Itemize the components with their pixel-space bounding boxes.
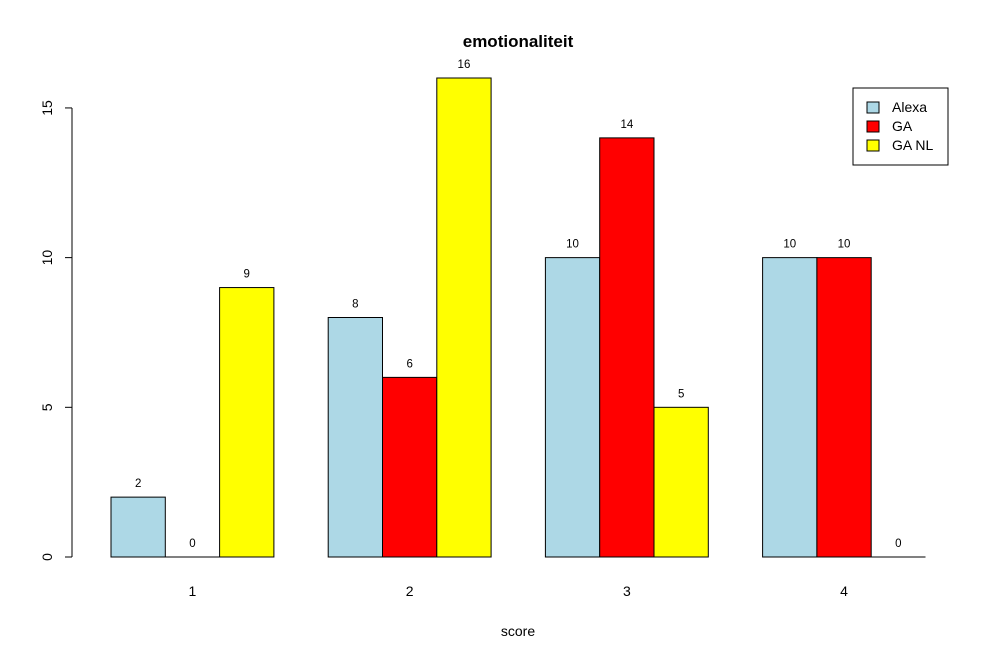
bar-value-label: 8 <box>352 299 358 311</box>
bar-value-label: 10 <box>783 239 796 251</box>
legend-label: GA <box>892 118 913 134</box>
bar-value-label: 16 <box>458 59 471 71</box>
y-tick-label: 5 <box>39 403 55 411</box>
bars-group: 2 0 9 8 6 16 10 14 5 10 10 0 <box>110 59 926 558</box>
legend-box <box>852 87 949 166</box>
bar-value-label: 0 <box>895 538 901 550</box>
bar-value-label: 0 <box>189 538 195 550</box>
x-tick-label: 2 <box>406 583 414 599</box>
bar-value-label: 2 <box>135 478 141 490</box>
bar-value-label: 5 <box>678 388 684 400</box>
bar-value-label: 6 <box>406 358 412 370</box>
legend: Alexa GA GA NL <box>852 87 949 166</box>
bar-value-label: 14 <box>620 119 633 131</box>
bar-value-label: 9 <box>244 269 250 281</box>
legend-label: Alexa <box>892 99 927 115</box>
x-tick-label: 3 <box>623 583 631 599</box>
x-axis-label: score <box>501 623 535 639</box>
bar-ga-nl-3 <box>653 406 709 558</box>
bar-alexa-4 <box>762 257 818 558</box>
y-axis: 0 5 10 15 <box>39 100 73 561</box>
y-tick-label: 15 <box>39 100 55 116</box>
legend-swatch <box>866 139 880 152</box>
bar-ga-2 <box>382 376 438 558</box>
bar-ga-nl-1 <box>219 287 275 558</box>
legend-swatch <box>866 101 880 114</box>
chart-title: emotionaliteit <box>463 32 574 51</box>
bar-value-label: 10 <box>838 239 851 251</box>
legend-swatch <box>866 120 880 133</box>
bar-value-label: 10 <box>566 239 579 251</box>
bar-ga-3 <box>599 137 655 558</box>
x-tick-label: 1 <box>189 583 197 599</box>
x-tick-label: 4 <box>840 583 848 599</box>
bar-ga-nl-2 <box>436 77 492 558</box>
y-tick-label: 10 <box>39 250 55 266</box>
bar-alexa-2 <box>327 317 384 558</box>
bar-alexa-1 <box>110 496 166 558</box>
bar-alexa-3 <box>544 257 601 558</box>
legend-label: GA NL <box>892 137 933 153</box>
y-tick-label: 0 <box>39 553 55 561</box>
bar-ga-4 <box>816 257 872 558</box>
x-axis: 1 2 3 4 <box>189 583 849 599</box>
